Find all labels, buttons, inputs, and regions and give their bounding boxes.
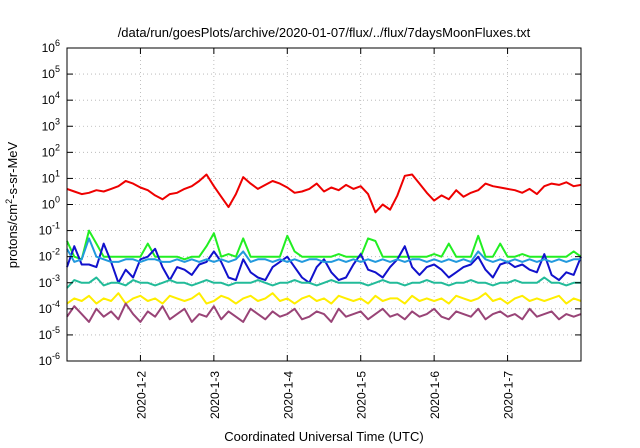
y-tick-exponent: -5	[52, 325, 60, 335]
y-tick-label: 10-4	[39, 299, 60, 316]
y-tick-label: 103	[42, 116, 60, 133]
y-tick-label: 10-3	[39, 273, 60, 290]
series-line-2	[66, 229, 582, 261]
y-tick-label: 100	[42, 195, 60, 212]
x-axis-label: Coordinated Universal Time (UTC)	[224, 429, 423, 444]
x-tick-label: 2020-1-4	[281, 371, 295, 419]
y-tick-base: 10	[39, 328, 53, 342]
series-line-4	[66, 237, 581, 263]
chart-title: /data/run/goesPlots/archive/2020-01-07/f…	[118, 25, 531, 40]
series-line-3	[66, 242, 582, 284]
y-tick-label: 10-6	[39, 351, 60, 368]
x-tick-label: 2020-1-5	[355, 371, 369, 419]
series-line-7	[66, 302, 582, 323]
y-tick-exponent: 1	[55, 168, 60, 178]
x-tick-label: 2020-1-3	[208, 371, 222, 419]
series-line-6	[66, 292, 582, 305]
y-tick-exponent: 0	[55, 195, 60, 205]
y-axis-label-superscript: 2	[4, 199, 14, 204]
y-tick-base: 10	[42, 198, 56, 212]
y-tick-base: 10	[42, 67, 56, 81]
y-axis: 10-610-510-410-310-210-11001011021031041…	[39, 38, 581, 368]
y-tick-exponent: 4	[55, 90, 60, 100]
x-tick-label: 2020-1-7	[502, 371, 516, 419]
y-tick-label: 10-5	[39, 325, 60, 342]
y-tick-label: 106	[42, 38, 60, 55]
y-tick-base: 10	[42, 145, 56, 159]
y-tick-label: 10-1	[39, 221, 60, 238]
x-tick-label: 2020-1-2	[134, 371, 148, 419]
y-tick-exponent: -6	[52, 351, 60, 361]
y-tick-exponent: 6	[55, 38, 60, 48]
y-tick-exponent: -4	[52, 299, 60, 309]
y-tick-base: 10	[39, 250, 53, 264]
y-tick-exponent: 3	[55, 116, 60, 126]
y-tick-label: 10-2	[39, 247, 60, 264]
y-tick-base: 10	[42, 171, 56, 185]
y-tick-exponent: -3	[52, 273, 60, 283]
y-tick-base: 10	[42, 93, 56, 107]
y-tick-exponent: 5	[55, 64, 60, 74]
y-tick-label: 101	[42, 168, 60, 185]
x-tick-label: 2020-1-6	[428, 371, 442, 419]
x-axis: 2020-1-2 2020-1-3 2020-1-4 2020-1-5 2020-1-6…	[134, 48, 516, 419]
y-axis-label: protons/cm2-s-sr-MeV	[4, 141, 20, 268]
y-tick-label: 105	[42, 64, 60, 81]
y-tick-base: 10	[39, 224, 53, 238]
y-tick-exponent: 2	[55, 142, 60, 152]
y-tick-exponent: -1	[52, 221, 60, 231]
y-axis-label-base: protons/cm	[5, 204, 20, 268]
y-tick-base: 10	[39, 354, 53, 368]
series-line-5	[66, 276, 581, 289]
y-tick-exponent: -2	[52, 247, 60, 257]
y-tick-base: 10	[39, 302, 53, 316]
y-tick-base: 10	[42, 119, 56, 133]
data-series	[66, 173, 582, 323]
y-axis-label-rest: -s-sr-MeV	[5, 141, 20, 198]
series-line-1	[66, 173, 582, 214]
y-tick-label: 102	[42, 142, 60, 159]
y-tick-base: 10	[42, 41, 56, 55]
y-tick-label: 104	[42, 90, 60, 107]
y-tick-base: 10	[39, 276, 53, 290]
